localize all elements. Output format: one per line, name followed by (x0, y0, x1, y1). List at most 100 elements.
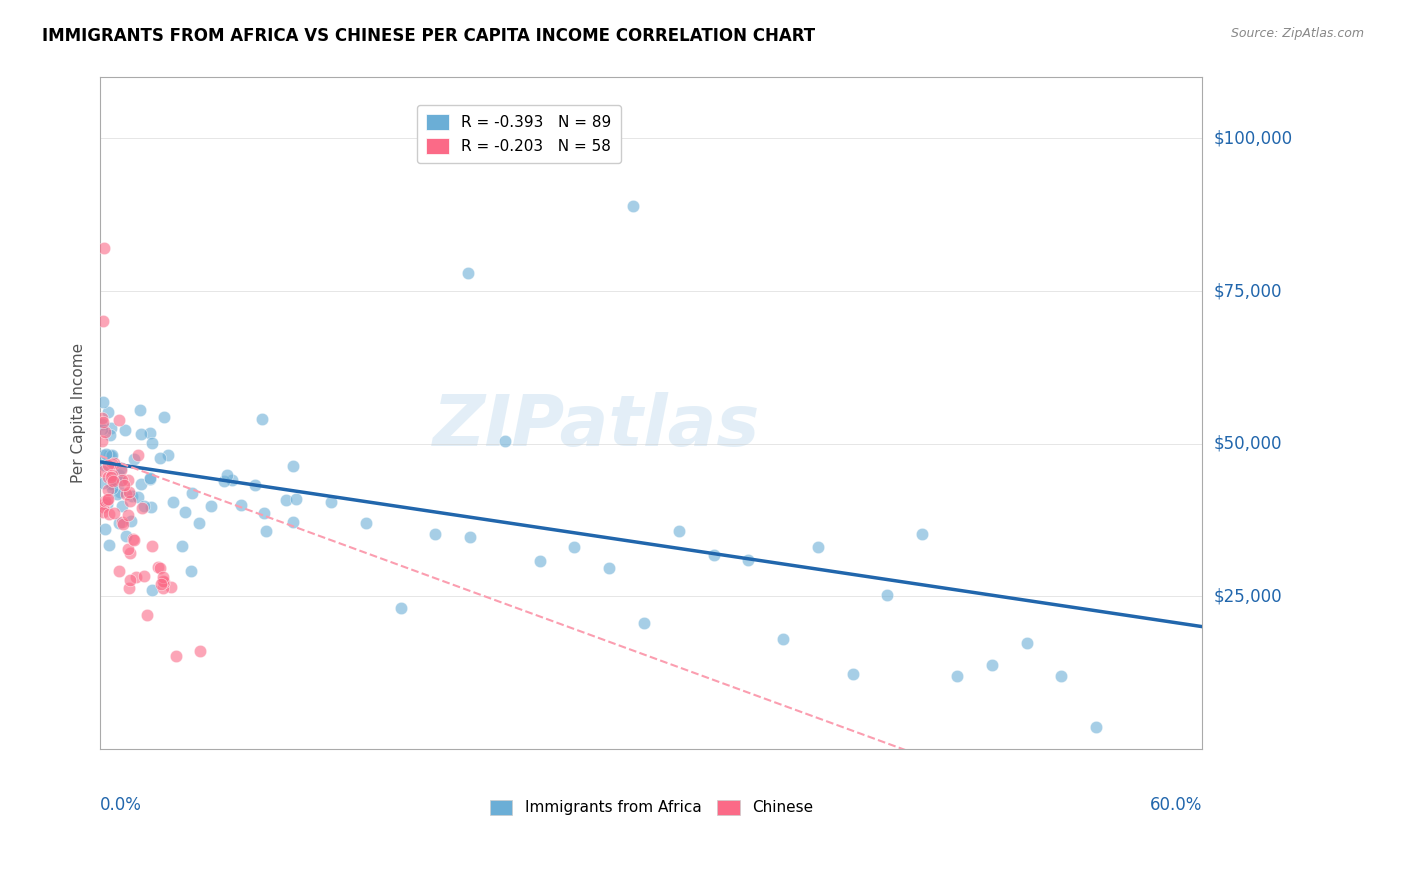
Immigrants from Africa (111, 500, 134, 514)
Immigrants from Africa (668, 524, 690, 539)
Immigrants from Africa (149, 450, 172, 465)
Immigrants from Africa (425, 527, 447, 541)
Immigrants from Africa (100, 421, 122, 435)
Immigrants from Africa (98, 448, 121, 462)
Immigrants from Africa (494, 434, 516, 449)
Immigrants from Africa (621, 198, 644, 212)
Immigrants from Africa (139, 470, 162, 484)
Immigrants from Africa (122, 452, 145, 467)
Immigrants from Africa (139, 500, 162, 514)
Chinese (97, 469, 120, 483)
Chinese (103, 456, 125, 470)
Immigrants from Africa (108, 475, 131, 489)
Chinese (150, 576, 173, 591)
Immigrants from Africa (703, 548, 725, 562)
Chinese (118, 573, 141, 587)
Immigrants from Africa (946, 669, 969, 683)
Immigrants from Africa (911, 526, 934, 541)
Chinese (91, 314, 114, 328)
Chinese (91, 415, 114, 429)
Immigrants from Africa (100, 477, 122, 491)
Immigrants from Africa (876, 589, 898, 603)
Immigrants from Africa (100, 428, 122, 442)
Chinese (165, 648, 187, 663)
Immigrants from Africa (115, 529, 138, 543)
Immigrants from Africa (138, 472, 160, 486)
Immigrants from Africa (162, 494, 184, 508)
Immigrants from Africa (120, 514, 142, 528)
Immigrants from Africa (181, 485, 204, 500)
Text: $50,000: $50,000 (1213, 434, 1282, 452)
Chinese (111, 474, 134, 488)
Immigrants from Africa (254, 524, 277, 538)
Chinese (96, 492, 118, 507)
Immigrants from Africa (564, 540, 586, 554)
Chinese (100, 468, 122, 483)
Chinese (152, 582, 174, 596)
Chinese (152, 574, 174, 589)
Chinese (118, 485, 141, 500)
Immigrants from Africa (281, 515, 304, 529)
Chinese (141, 539, 163, 553)
Immigrants from Africa (221, 473, 243, 487)
Immigrants from Africa (1015, 636, 1038, 650)
Immigrants from Africa (91, 417, 114, 432)
Chinese (101, 475, 124, 489)
Immigrants from Africa (101, 481, 124, 495)
Immigrants from Africa (132, 500, 155, 514)
Immigrants from Africa (108, 467, 131, 482)
Immigrants from Africa (152, 410, 174, 425)
Chinese (132, 569, 155, 583)
Immigrants from Africa (114, 423, 136, 437)
Chinese (97, 507, 120, 521)
Legend: Immigrants from Africa, Chinese: Immigrants from Africa, Chinese (484, 793, 820, 822)
Immigrants from Africa (91, 394, 114, 409)
Chinese (146, 559, 169, 574)
Immigrants from Africa (215, 468, 238, 483)
Immigrants from Africa (141, 436, 163, 450)
Chinese (93, 241, 115, 255)
Immigrants from Africa (529, 554, 551, 568)
Immigrants from Africa (97, 405, 120, 419)
Immigrants from Africa (253, 506, 276, 520)
Chinese (101, 473, 124, 487)
Text: Source: ZipAtlas.com: Source: ZipAtlas.com (1230, 27, 1364, 40)
Chinese (103, 506, 125, 520)
Chinese (112, 517, 135, 532)
Immigrants from Africa (91, 476, 114, 491)
Immigrants from Africa (108, 485, 131, 500)
Immigrants from Africa (200, 499, 222, 513)
Chinese (118, 581, 141, 595)
Immigrants from Africa (98, 538, 121, 552)
Immigrants from Africa (841, 666, 863, 681)
Immigrants from Africa (598, 561, 620, 575)
Chinese (188, 644, 211, 658)
Immigrants from Africa (229, 498, 252, 512)
Immigrants from Africa (94, 447, 117, 461)
Chinese (108, 413, 131, 427)
Chinese (152, 575, 174, 590)
Chinese (136, 607, 159, 622)
Immigrants from Africa (103, 476, 125, 491)
Chinese (117, 508, 139, 522)
Chinese (91, 505, 114, 519)
Text: ZIPatlas: ZIPatlas (433, 392, 759, 461)
Chinese (125, 569, 148, 583)
Immigrants from Africa (108, 516, 131, 530)
Immigrants from Africa (129, 427, 152, 442)
Chinese (124, 533, 146, 548)
Immigrants from Africa (187, 516, 209, 530)
Text: 0.0%: 0.0% (100, 796, 142, 814)
Chinese (111, 515, 134, 529)
Chinese (94, 425, 117, 439)
Chinese (94, 494, 117, 508)
Immigrants from Africa (1050, 669, 1073, 683)
Immigrants from Africa (93, 448, 115, 462)
Chinese (160, 581, 183, 595)
Chinese (93, 464, 115, 478)
Text: IMMIGRANTS FROM AFRICA VS CHINESE PER CAPITA INCOME CORRELATION CHART: IMMIGRANTS FROM AFRICA VS CHINESE PER CA… (42, 27, 815, 45)
Immigrants from Africa (173, 505, 195, 519)
Text: $75,000: $75,000 (1213, 282, 1282, 300)
Immigrants from Africa (100, 449, 122, 463)
Immigrants from Africa (172, 540, 194, 554)
